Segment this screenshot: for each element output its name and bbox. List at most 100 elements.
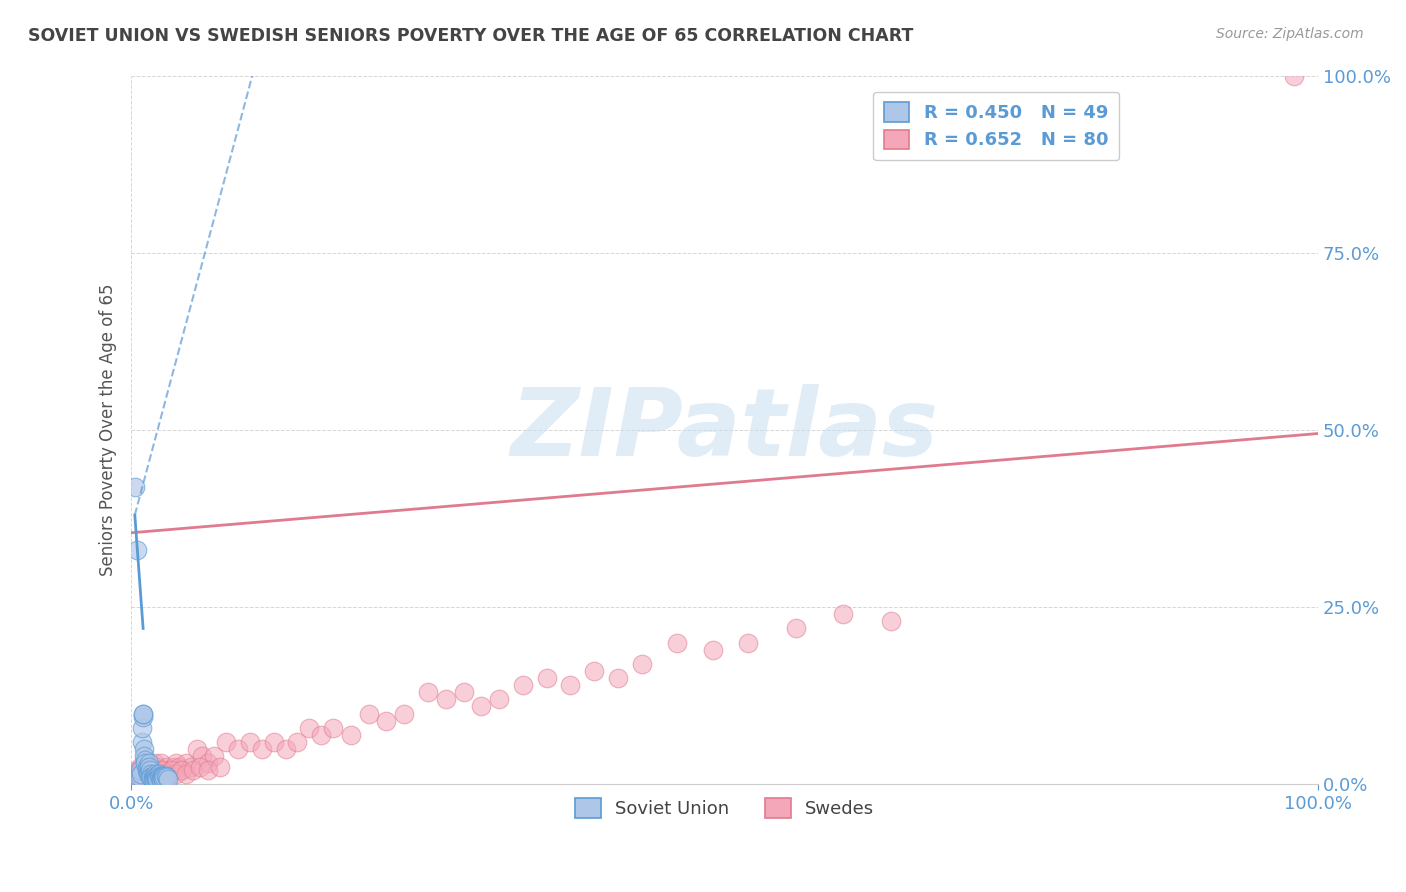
Point	[197, 756, 219, 771]
Point	[141, 770, 163, 784]
Point	[191, 749, 214, 764]
Point	[142, 760, 165, 774]
Point	[340, 728, 363, 742]
Point	[132, 706, 155, 721]
Point	[172, 764, 194, 778]
Point	[134, 756, 156, 771]
Point	[136, 764, 159, 779]
Point	[124, 766, 146, 780]
Point	[170, 764, 193, 778]
Point	[157, 772, 180, 786]
Point	[132, 764, 155, 778]
Point	[148, 766, 170, 780]
Point	[128, 764, 150, 778]
Point	[263, 735, 285, 749]
Point	[149, 756, 172, 771]
Point	[434, 692, 457, 706]
Point	[131, 735, 153, 749]
Point	[309, 728, 332, 742]
Point	[124, 480, 146, 494]
Point	[163, 760, 186, 774]
Legend: Soviet Union, Swedes: Soviet Union, Swedes	[568, 790, 882, 825]
Point	[128, 770, 150, 784]
Point	[174, 766, 197, 780]
Point	[152, 772, 174, 786]
Point	[145, 772, 167, 786]
Point	[287, 735, 309, 749]
Point	[470, 699, 492, 714]
Point	[149, 764, 172, 778]
Point	[702, 642, 724, 657]
Point	[146, 760, 169, 774]
Y-axis label: Seniors Poverty Over the Age of 65: Seniors Poverty Over the Age of 65	[100, 284, 117, 576]
Text: SOVIET UNION VS SWEDISH SENIORS POVERTY OVER THE AGE OF 65 CORRELATION CHART: SOVIET UNION VS SWEDISH SENIORS POVERTY …	[28, 27, 914, 45]
Point	[134, 764, 156, 778]
Point	[215, 735, 238, 749]
Point	[156, 770, 179, 784]
Text: ZIPatlas: ZIPatlas	[510, 384, 939, 476]
Point	[134, 742, 156, 756]
Point	[128, 760, 150, 774]
Point	[512, 678, 534, 692]
Point	[139, 770, 162, 784]
Point	[159, 764, 181, 778]
Point	[142, 770, 165, 784]
Point	[150, 770, 173, 784]
Point	[416, 685, 439, 699]
Point	[737, 635, 759, 649]
Point	[146, 772, 169, 786]
Point	[536, 671, 558, 685]
Point	[155, 769, 177, 783]
Point	[606, 671, 628, 685]
Point	[139, 764, 162, 778]
Point	[148, 770, 170, 784]
Point	[142, 764, 165, 778]
Point	[181, 764, 204, 778]
Point	[560, 678, 582, 692]
Point	[239, 735, 262, 749]
Point	[131, 770, 153, 784]
Point	[174, 756, 197, 771]
Point	[143, 766, 166, 780]
Point	[153, 766, 176, 780]
Point	[785, 622, 807, 636]
Point	[488, 692, 510, 706]
Point	[209, 760, 232, 774]
Point	[142, 772, 165, 786]
Point	[153, 764, 176, 778]
Point	[127, 764, 149, 778]
Point	[135, 770, 157, 784]
Point	[188, 760, 211, 774]
Text: Source: ZipAtlas.com: Source: ZipAtlas.com	[1216, 27, 1364, 41]
Point	[146, 770, 169, 784]
Point	[142, 769, 165, 783]
Point	[150, 769, 173, 783]
Point	[357, 706, 380, 721]
Point	[298, 721, 321, 735]
Point	[226, 742, 249, 756]
Point	[375, 714, 398, 728]
Point	[148, 770, 170, 784]
Point	[165, 756, 187, 771]
Point	[129, 764, 152, 778]
Point	[322, 721, 344, 735]
Point	[127, 543, 149, 558]
Point	[149, 769, 172, 783]
Point	[583, 664, 606, 678]
Point	[666, 635, 689, 649]
Point	[832, 607, 855, 622]
Point	[880, 615, 903, 629]
Point	[145, 766, 167, 780]
Point	[131, 721, 153, 735]
Point	[131, 766, 153, 780]
Point	[135, 756, 157, 771]
Point	[1284, 69, 1306, 83]
Point	[135, 760, 157, 774]
Point	[149, 772, 172, 786]
Point	[132, 710, 155, 724]
Point	[141, 770, 163, 784]
Point	[141, 766, 163, 780]
Point	[138, 766, 160, 780]
Point	[127, 770, 149, 784]
Point	[274, 742, 297, 756]
